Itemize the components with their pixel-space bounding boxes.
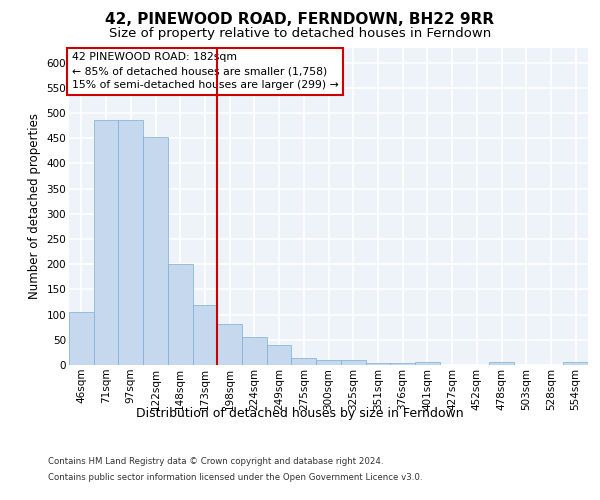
Bar (341, 360, 365, 365)
Bar (118, 120, 143, 365)
Bar (143, 137, 168, 365)
Text: Contains HM Land Registry data © Crown copyright and database right 2024.: Contains HM Land Registry data © Crown c… (48, 458, 383, 466)
Text: 42, PINEWOOD ROAD, FERNDOWN, BH22 9RR: 42, PINEWOOD ROAD, FERNDOWN, BH22 9RR (106, 12, 494, 28)
Bar (292, 358, 316, 365)
Bar (489, 362, 514, 365)
Bar (316, 360, 341, 365)
Text: Contains public sector information licensed under the Open Government Licence v3: Contains public sector information licen… (48, 472, 422, 482)
Bar (94, 120, 118, 365)
Bar (267, 345, 292, 365)
Bar (365, 364, 390, 365)
Text: 42 PINEWOOD ROAD: 182sqm
← 85% of detached houses are smaller (1,758)
15% of sem: 42 PINEWOOD ROAD: 182sqm ← 85% of detach… (71, 52, 338, 90)
Bar (415, 362, 440, 365)
Text: Size of property relative to detached houses in Ferndown: Size of property relative to detached ho… (109, 28, 491, 40)
Bar (193, 304, 217, 365)
Text: Distribution of detached houses by size in Ferndown: Distribution of detached houses by size … (136, 408, 464, 420)
Bar (390, 364, 415, 365)
Bar (563, 362, 588, 365)
Y-axis label: Number of detached properties: Number of detached properties (28, 114, 41, 299)
Bar (168, 264, 193, 365)
Bar (217, 324, 242, 365)
Bar (69, 312, 94, 365)
Bar (242, 338, 267, 365)
